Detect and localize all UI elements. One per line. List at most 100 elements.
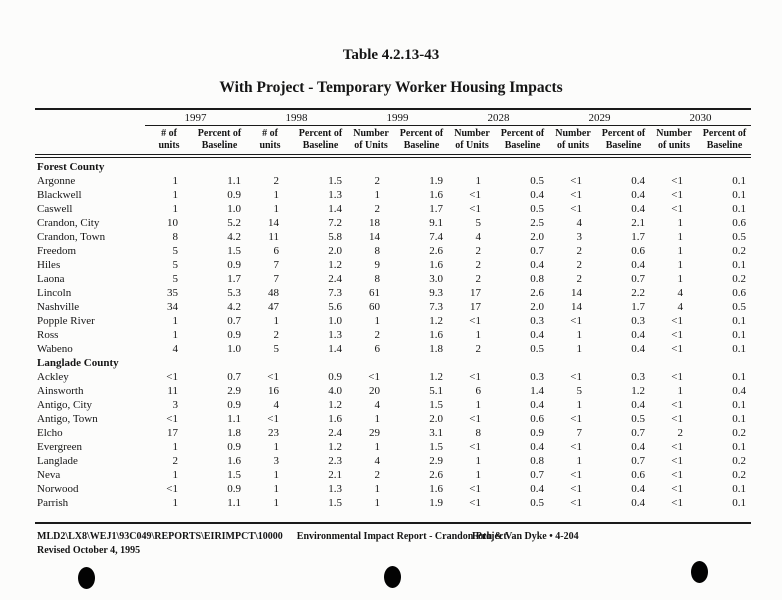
percent-header-line: Baseline [504,139,541,151]
town-label: Langlade [37,454,78,467]
table-row: Argonne 1 1.1 2 1.5 2 1.9 1 0.5 <1 0.4 <1 0.1 [35,174,751,188]
value-cell: <1 [570,440,582,453]
value-cell: 1 [475,328,482,341]
year-header: 2030 [650,109,751,126]
value-cell: 5.1 [429,384,443,397]
value-cell: 2 [374,202,381,215]
value-cell: 0.9 [227,328,241,341]
value-cell: 1.7 [631,300,645,313]
value-cell: 1.2 [631,384,645,397]
value-cell: 0.4 [631,496,645,509]
value-cell: <1 [469,440,481,453]
value-cell: 0.2 [732,468,746,481]
value-cell: 7 [273,272,280,285]
units-column-header: Number of units [549,125,597,158]
value-cell: 1 [576,328,583,341]
value-cell: 2.3 [328,454,342,467]
value-cell: <1 [469,314,481,327]
value-cell: 1 [273,496,280,509]
table-row: Antigo, Town <1 1.1 <1 1.6 1 2.0 <1 0.6 <1 0.5 <1 0.… [35,412,751,426]
value-cell: 0.1 [732,496,746,509]
value-cell: <1 [570,314,582,327]
town-label: Popple River [37,314,95,327]
value-cell: <1 [368,370,380,383]
value-cell: 2.9 [429,454,443,467]
value-cell: 0.4 [631,328,645,341]
units-header-line: of units [658,139,690,151]
percent-column-header: Percent of Baseline [597,125,650,158]
value-cell: <1 [671,202,683,215]
town-label: Freedom [37,244,77,257]
value-cell: 4 [172,342,179,355]
section-name: Langlade County [37,356,119,369]
document-path: MLD2\LX8\WEJ1\93C049\REPORTS\EIRIMPCT\10… [37,531,283,542]
town-label: Ainsworth [37,384,84,397]
value-cell: 1.7 [429,202,443,215]
value-cell: 8 [172,230,179,243]
value-cell: 1.2 [429,370,443,383]
value-cell: <1 [267,370,279,383]
table-row: Laona 5 1.7 7 2.4 8 3.0 2 0.8 2 0.7 1 0.2 [35,272,751,286]
value-cell: 0.4 [631,440,645,453]
value-cell: 2 [273,174,280,187]
value-cell: 60 [369,300,380,313]
units-header-line: Number [454,128,490,139]
value-cell: 7.3 [429,300,443,313]
value-cell: 2 [576,244,583,257]
value-cell: 2.4 [328,272,342,285]
value-cell: 61 [369,286,380,299]
value-cell: 0.6 [732,286,746,299]
value-cell: 14 [268,216,279,229]
value-cell: 1 [172,188,179,201]
value-cell: 5 [576,384,583,397]
value-cell: 1 [576,342,583,355]
value-cell: 4 [677,300,684,313]
units-header-line: # of [161,128,177,139]
percent-column-header: Percent of Baseline [395,125,448,158]
value-cell: 0.8 [530,454,544,467]
town-label: Argonne [37,174,76,187]
value-cell: 23 [268,426,279,439]
value-cell: 1 [273,468,280,481]
value-cell: 0.1 [732,202,746,215]
value-cell: 1.5 [328,174,342,187]
town-label: Ackley [37,370,69,383]
table-row: Neva 1 1.5 1 2.1 2 2.6 1 0.7 <1 0.6 <1 0.2 [35,468,751,482]
value-cell: 1.6 [429,328,443,341]
value-cell: 0.1 [732,482,746,495]
table-subtitle: With Project - Temporary Worker Housing … [219,79,563,96]
value-cell: 4.2 [227,300,241,313]
value-cell: 1 [273,314,280,327]
value-cell: 0.1 [732,328,746,341]
value-cell: 0.6 [631,244,645,257]
value-cell: 47 [268,300,279,313]
value-cell: <1 [671,370,683,383]
value-cell: 4 [677,286,684,299]
percent-header-line: Baseline [706,139,743,151]
value-cell: 14 [571,300,582,313]
units-header-line: # of [262,128,278,139]
table-row: Nashville 34 4.2 47 5.6 60 7.3 17 2.0 14 1.7 4 0.5 [35,300,751,314]
value-cell: 11 [167,384,178,397]
table-row: Crandon, City 10 5.2 14 7.2 18 9.1 5 2.5 4 2.1 1 0.6 [35,216,751,230]
value-cell: 7 [576,426,583,439]
value-cell: 0.2 [732,272,746,285]
section-header-row: Langlade County [35,356,751,370]
value-cell: <1 [570,188,582,201]
value-cell: 3 [576,230,583,243]
value-cell: 0.4 [530,440,544,453]
value-cell: 1.9 [429,496,443,509]
percent-column-header: Percent of Baseline [698,125,751,158]
value-cell: 0.4 [530,482,544,495]
value-cell: 8 [374,272,381,285]
value-cell: 0.4 [631,482,645,495]
percent-header-line: Baseline [403,139,440,151]
town-label: Nashville [37,300,80,313]
value-cell: 0.1 [732,188,746,201]
value-cell: 0.5 [631,412,645,425]
value-cell: 2.4 [328,426,342,439]
value-cell: 0.7 [530,468,544,481]
value-cell: 0.4 [530,188,544,201]
value-cell: 2.1 [631,216,645,229]
value-cell: 1.2 [429,314,443,327]
